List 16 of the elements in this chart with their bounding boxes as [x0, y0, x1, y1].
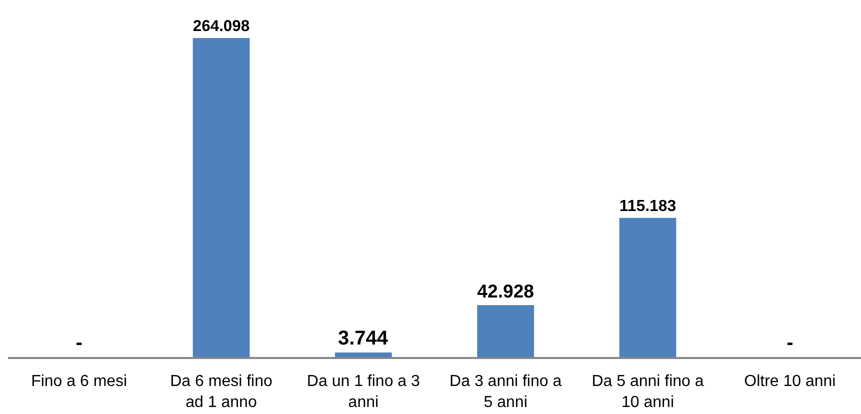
x-tick-label: Da 5 anni fino a 10 anni [592, 372, 704, 411]
data-label: 264.098 [192, 18, 250, 36]
bar [334, 352, 392, 357]
bar [477, 305, 534, 357]
bar [192, 38, 250, 357]
data-label: - [786, 332, 794, 354]
x-tick-label: Da un 1 fino a 3 anni [306, 372, 420, 411]
x-tick-label: Oltre 10 anni [744, 372, 836, 390]
data-label: 115.183 [619, 198, 676, 215]
x-tick-label: Da 3 anni fino a 5 anni [450, 372, 562, 411]
x-tick-label: Da 6 mesi fino ad 1 anno [170, 372, 272, 411]
data-label: - [76, 332, 82, 354]
x-tick-label: Fino a 6 mesi [31, 372, 128, 390]
bar [619, 218, 676, 357]
data-label: 42.928 [477, 280, 534, 302]
data-label: 3.744 [338, 327, 389, 350]
